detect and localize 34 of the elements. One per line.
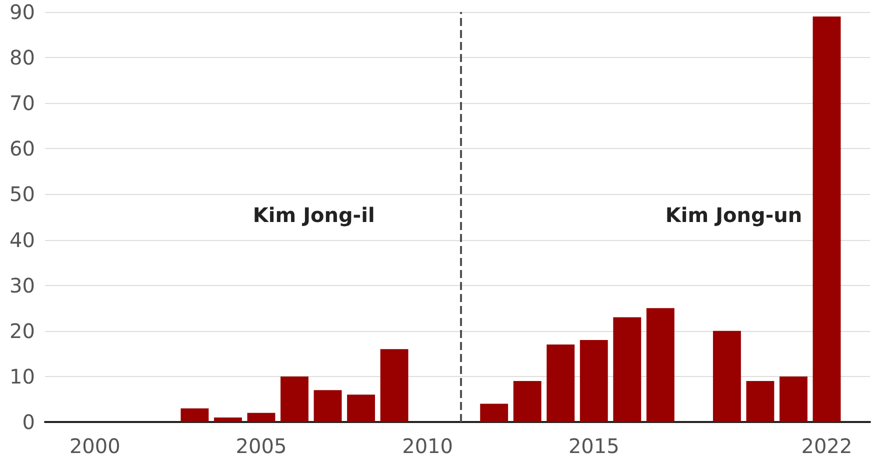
annotation: Kim Jong-un [665,203,802,227]
y-tick-label: 80 [10,46,35,70]
y-tick-label: 50 [10,182,35,206]
y-tick-label: 60 [10,136,35,161]
y-tick-label: 0 [22,410,35,434]
bar [513,381,542,422]
bar [214,417,242,422]
x-tick-label: 2005 [236,434,287,458]
y-tick-label: 70 [10,91,35,116]
x-tick-label: 2022 [801,434,852,458]
bar [712,330,741,422]
bar [646,308,674,422]
x-tick-label: 2000 [69,434,120,458]
bar [247,412,276,422]
y-tick-label: 40 [10,228,35,252]
y-tick-label: 30 [10,273,35,298]
bar [780,376,808,422]
bar [746,381,774,422]
bar [380,349,408,422]
bar [180,408,209,422]
bar [546,344,575,422]
bar [580,340,608,422]
x-tick-label: 2010 [402,434,454,458]
bar [347,394,375,422]
bar [314,390,342,422]
y-tick-label: 90 [10,0,35,24]
bar [812,16,841,422]
y-tick-label: 10 [10,364,35,388]
bar [613,317,642,422]
y-tick-label: 20 [10,318,35,343]
annotation: Kim Jong-il [252,203,375,227]
bar [280,376,308,422]
x-tick-label: 2015 [568,434,620,458]
bar [480,404,508,422]
